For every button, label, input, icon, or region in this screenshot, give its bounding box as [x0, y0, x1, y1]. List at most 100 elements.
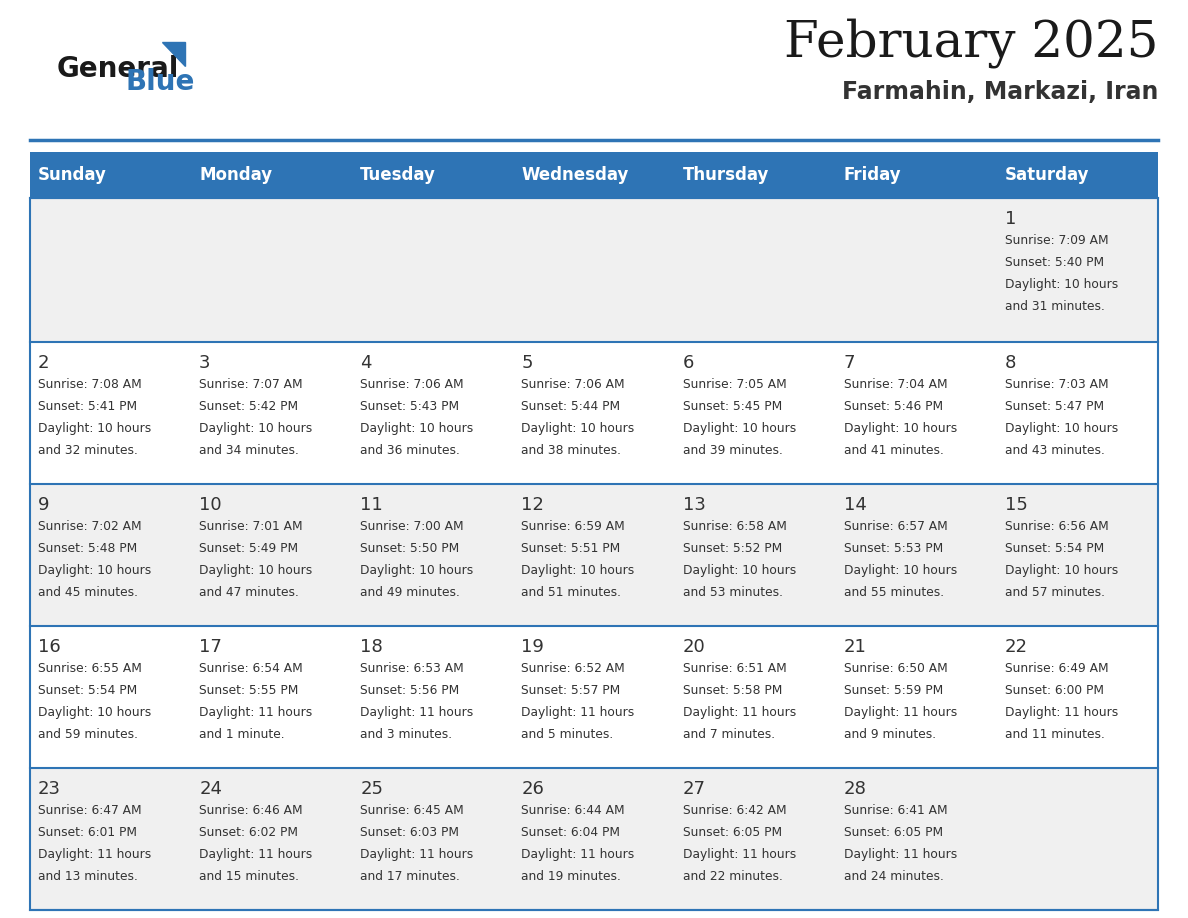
Text: and 34 minutes.: and 34 minutes.	[200, 444, 299, 457]
Text: Sunrise: 7:05 AM: Sunrise: 7:05 AM	[683, 378, 786, 391]
Text: Daylight: 10 hours: Daylight: 10 hours	[38, 564, 151, 577]
Text: Sunset: 5:56 PM: Sunset: 5:56 PM	[360, 684, 460, 697]
Text: Daylight: 11 hours: Daylight: 11 hours	[522, 848, 634, 861]
Text: Farmahin, Markazi, Iran: Farmahin, Markazi, Iran	[841, 80, 1158, 104]
Text: Sunset: 6:04 PM: Sunset: 6:04 PM	[522, 826, 620, 839]
Text: 4: 4	[360, 354, 372, 372]
Text: and 51 minutes.: and 51 minutes.	[522, 586, 621, 599]
Text: and 39 minutes.: and 39 minutes.	[683, 444, 783, 457]
Text: and 43 minutes.: and 43 minutes.	[1005, 444, 1105, 457]
Text: Daylight: 10 hours: Daylight: 10 hours	[38, 422, 151, 435]
Text: Sunrise: 7:00 AM: Sunrise: 7:00 AM	[360, 520, 463, 533]
Text: Sunset: 5:52 PM: Sunset: 5:52 PM	[683, 542, 782, 555]
Polygon shape	[162, 42, 185, 66]
Text: Sunrise: 7:06 AM: Sunrise: 7:06 AM	[522, 378, 625, 391]
Text: 27: 27	[683, 780, 706, 798]
Text: Sunrise: 6:53 AM: Sunrise: 6:53 AM	[360, 662, 465, 675]
Text: Daylight: 11 hours: Daylight: 11 hours	[1005, 706, 1118, 719]
Text: Sunset: 6:05 PM: Sunset: 6:05 PM	[843, 826, 943, 839]
Text: Sunrise: 6:52 AM: Sunrise: 6:52 AM	[522, 662, 625, 675]
Text: Sunset: 5:57 PM: Sunset: 5:57 PM	[522, 684, 620, 697]
Text: Sunrise: 6:42 AM: Sunrise: 6:42 AM	[683, 804, 786, 817]
Text: Daylight: 10 hours: Daylight: 10 hours	[200, 564, 312, 577]
Text: Sunset: 5:47 PM: Sunset: 5:47 PM	[1005, 400, 1104, 413]
Text: Daylight: 11 hours: Daylight: 11 hours	[683, 848, 796, 861]
Text: Sunrise: 6:59 AM: Sunrise: 6:59 AM	[522, 520, 625, 533]
Text: Daylight: 10 hours: Daylight: 10 hours	[1005, 278, 1118, 291]
Text: Daylight: 11 hours: Daylight: 11 hours	[683, 706, 796, 719]
Text: Daylight: 11 hours: Daylight: 11 hours	[200, 706, 312, 719]
Text: and 31 minutes.: and 31 minutes.	[1005, 300, 1105, 313]
Text: 5: 5	[522, 354, 533, 372]
Bar	[30, 198, 1158, 910]
Text: Daylight: 11 hours: Daylight: 11 hours	[843, 706, 958, 719]
Text: Sunset: 5:49 PM: Sunset: 5:49 PM	[200, 542, 298, 555]
Text: February 2025: February 2025	[784, 18, 1158, 68]
Text: 6: 6	[683, 354, 694, 372]
Text: Daylight: 10 hours: Daylight: 10 hours	[683, 564, 796, 577]
Text: Daylight: 11 hours: Daylight: 11 hours	[38, 848, 151, 861]
Text: and 11 minutes.: and 11 minutes.	[1005, 728, 1105, 741]
Text: Sunset: 6:03 PM: Sunset: 6:03 PM	[360, 826, 460, 839]
Text: Sunrise: 6:45 AM: Sunrise: 6:45 AM	[360, 804, 465, 817]
Text: Sunset: 5:41 PM: Sunset: 5:41 PM	[38, 400, 137, 413]
Text: Sunset: 5:46 PM: Sunset: 5:46 PM	[843, 400, 943, 413]
Text: and 22 minutes.: and 22 minutes.	[683, 870, 783, 883]
Text: Sunrise: 6:46 AM: Sunrise: 6:46 AM	[200, 804, 303, 817]
Text: Sunrise: 6:57 AM: Sunrise: 6:57 AM	[843, 520, 948, 533]
Text: 15: 15	[1005, 496, 1028, 514]
Text: Sunset: 5:43 PM: Sunset: 5:43 PM	[360, 400, 460, 413]
Text: 14: 14	[843, 496, 866, 514]
Text: Daylight: 10 hours: Daylight: 10 hours	[522, 422, 634, 435]
Text: Sunrise: 6:55 AM: Sunrise: 6:55 AM	[38, 662, 141, 675]
Text: Sunset: 5:53 PM: Sunset: 5:53 PM	[843, 542, 943, 555]
Text: Sunrise: 6:54 AM: Sunrise: 6:54 AM	[200, 662, 303, 675]
Text: and 32 minutes.: and 32 minutes.	[38, 444, 138, 457]
Text: 2: 2	[38, 354, 50, 372]
Text: 25: 25	[360, 780, 384, 798]
Text: Daylight: 10 hours: Daylight: 10 hours	[683, 422, 796, 435]
Text: Sunrise: 6:50 AM: Sunrise: 6:50 AM	[843, 662, 948, 675]
Text: Daylight: 11 hours: Daylight: 11 hours	[360, 848, 474, 861]
Text: Sunrise: 7:02 AM: Sunrise: 7:02 AM	[38, 520, 141, 533]
Text: 23: 23	[38, 780, 61, 798]
Text: 9: 9	[38, 496, 50, 514]
Text: Sunrise: 6:51 AM: Sunrise: 6:51 AM	[683, 662, 786, 675]
Text: Daylight: 11 hours: Daylight: 11 hours	[843, 848, 958, 861]
Text: Daylight: 10 hours: Daylight: 10 hours	[200, 422, 312, 435]
Text: Friday: Friday	[843, 166, 902, 184]
Text: Sunrise: 6:56 AM: Sunrise: 6:56 AM	[1005, 520, 1108, 533]
Text: Sunrise: 6:49 AM: Sunrise: 6:49 AM	[1005, 662, 1108, 675]
Text: Monday: Monday	[200, 166, 272, 184]
Text: Daylight: 11 hours: Daylight: 11 hours	[522, 706, 634, 719]
Text: Sunset: 5:50 PM: Sunset: 5:50 PM	[360, 542, 460, 555]
Bar	[30, 152, 1158, 198]
Text: Saturday: Saturday	[1005, 166, 1089, 184]
Text: 26: 26	[522, 780, 544, 798]
Text: and 15 minutes.: and 15 minutes.	[200, 870, 299, 883]
Text: Tuesday: Tuesday	[360, 166, 436, 184]
Text: Sunset: 5:42 PM: Sunset: 5:42 PM	[200, 400, 298, 413]
Text: Sunrise: 6:41 AM: Sunrise: 6:41 AM	[843, 804, 947, 817]
Text: and 59 minutes.: and 59 minutes.	[38, 728, 138, 741]
Text: and 19 minutes.: and 19 minutes.	[522, 870, 621, 883]
Text: Daylight: 10 hours: Daylight: 10 hours	[1005, 564, 1118, 577]
Text: 24: 24	[200, 780, 222, 798]
Text: Sunrise: 7:01 AM: Sunrise: 7:01 AM	[200, 520, 303, 533]
Text: 11: 11	[360, 496, 383, 514]
Bar	[30, 768, 1158, 910]
Text: Sunrise: 7:07 AM: Sunrise: 7:07 AM	[200, 378, 303, 391]
Text: Sunset: 6:05 PM: Sunset: 6:05 PM	[683, 826, 782, 839]
Text: Sunrise: 6:44 AM: Sunrise: 6:44 AM	[522, 804, 625, 817]
Text: Sunrise: 7:06 AM: Sunrise: 7:06 AM	[360, 378, 463, 391]
Text: and 1 minute.: and 1 minute.	[200, 728, 285, 741]
Text: Sunrise: 7:04 AM: Sunrise: 7:04 AM	[843, 378, 947, 391]
Bar	[30, 484, 1158, 626]
Text: 21: 21	[843, 638, 866, 656]
Text: Sunset: 5:48 PM: Sunset: 5:48 PM	[38, 542, 138, 555]
Text: 22: 22	[1005, 638, 1028, 656]
Text: Blue: Blue	[125, 68, 195, 96]
Bar	[30, 342, 1158, 484]
Text: Daylight: 10 hours: Daylight: 10 hours	[843, 422, 958, 435]
Text: and 13 minutes.: and 13 minutes.	[38, 870, 138, 883]
